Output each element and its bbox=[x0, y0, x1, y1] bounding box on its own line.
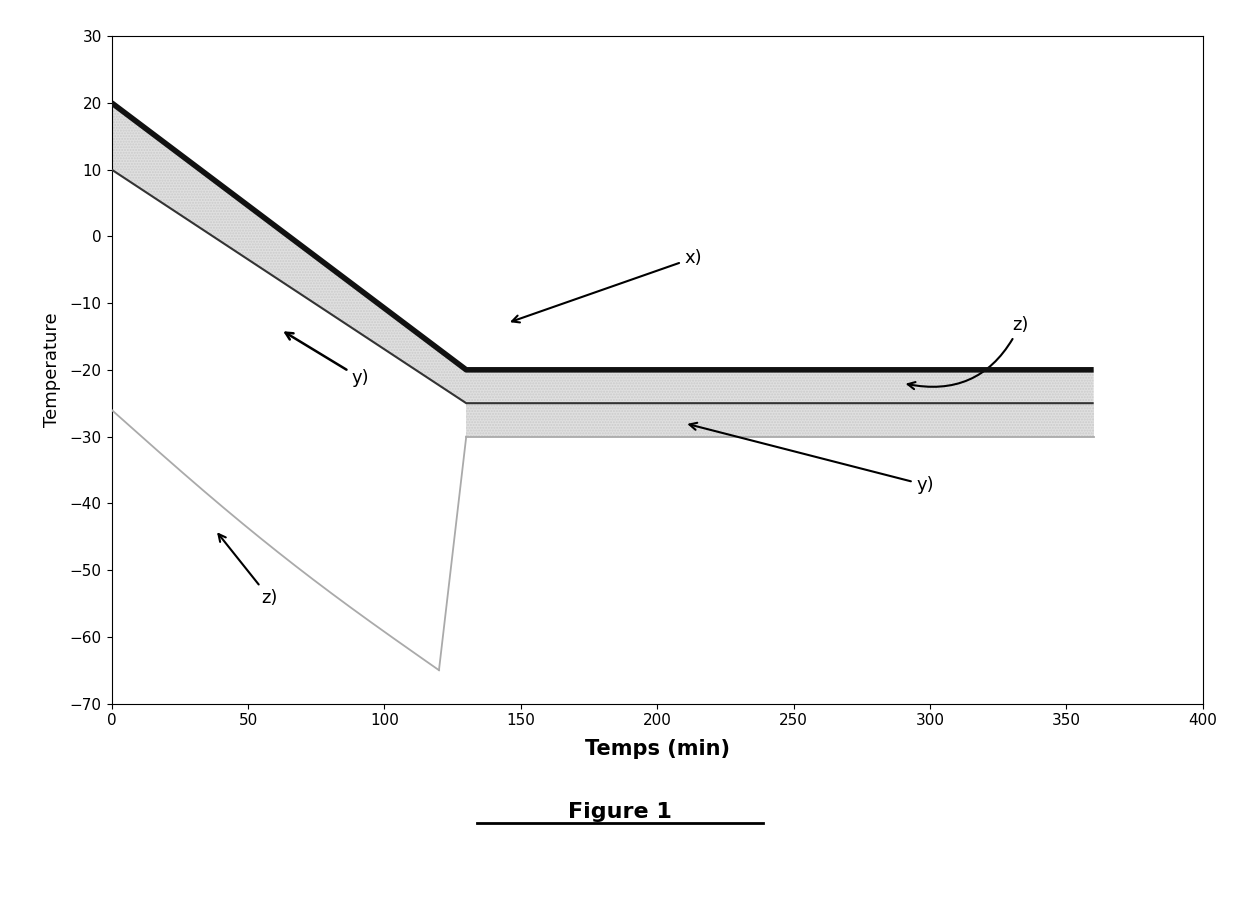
Text: z): z) bbox=[908, 316, 1028, 389]
Text: Figure 1: Figure 1 bbox=[568, 802, 672, 822]
Text: y): y) bbox=[689, 423, 934, 494]
Text: z): z) bbox=[218, 534, 278, 607]
Text: y): y) bbox=[285, 333, 370, 387]
Text: x): x) bbox=[512, 249, 702, 322]
Y-axis label: Temperature: Temperature bbox=[43, 312, 62, 428]
X-axis label: Temps (min): Temps (min) bbox=[585, 740, 729, 759]
